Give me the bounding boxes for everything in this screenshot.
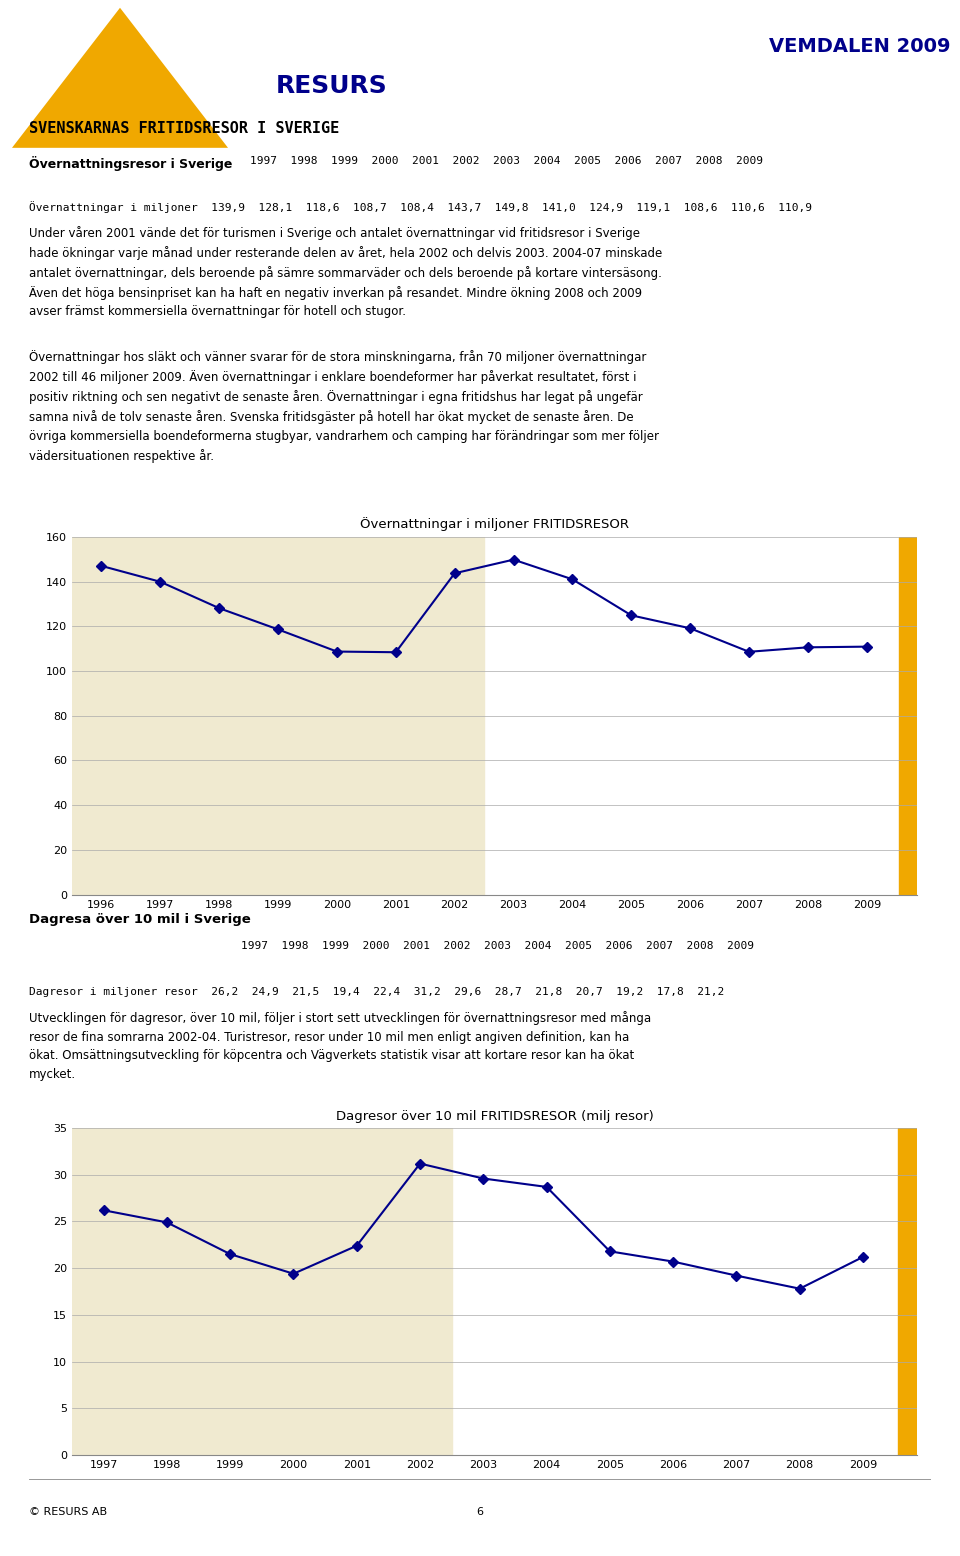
Text: 6: 6 [476,1506,484,1517]
Text: SVENSKARNAS FRITIDSRESOR I SVERIGE: SVENSKARNAS FRITIDSRESOR I SVERIGE [29,121,339,135]
Text: Dagresor i miljoner resor  26,2  24,9  21,5  19,4  22,4  31,2  29,6  28,7  21,8 : Dagresor i miljoner resor 26,2 24,9 21,5… [29,987,724,997]
Bar [72,537,484,895]
Bar [898,1128,917,1455]
Title: Övernattningar i miljoner FRITIDSRESOR: Övernattningar i miljoner FRITIDSRESOR [360,518,629,532]
Text: VEMDALEN 2009: VEMDALEN 2009 [769,37,950,56]
Title: Dagresor över 10 mil FRITIDSRESOR (milj resor): Dagresor över 10 mil FRITIDSRESOR (milj … [336,1109,653,1123]
Text: Utvecklingen för dagresor, över 10 mil, följer i stort sett utvecklingen för öve: Utvecklingen för dagresor, över 10 mil, … [29,1011,651,1081]
Text: © RESURS AB: © RESURS AB [29,1506,107,1517]
Polygon shape [12,8,228,148]
Bar [72,1128,452,1455]
Text: Övernattningsresor i Sverige: Övernattningsresor i Sverige [29,156,232,171]
Text: Övernattningar i miljoner  139,9  128,1  118,6  108,7  108,4  143,7  149,8  141,: Övernattningar i miljoner 139,9 128,1 11… [29,201,812,213]
Text: RESURS: RESURS [276,73,388,98]
Text: Dagresa över 10 mil i Sverige: Dagresa över 10 mil i Sverige [29,913,251,926]
Text: 1997  1998  1999  2000  2001  2002  2003  2004  2005  2006  2007  2008  2009: 1997 1998 1999 2000 2001 2002 2003 2004 … [250,156,763,165]
Text: Under våren 2001 vände det för turismen i Sverige och antalet övernattningar vid: Under våren 2001 vände det för turismen … [29,226,662,317]
Text: Övernattningar hos släkt och vänner svarar för de stora minskningarna, från 70 m: Övernattningar hos släkt och vänner svar… [29,350,659,462]
Bar [900,537,917,895]
Text: 1997  1998  1999  2000  2001  2002  2003  2004  2005  2006  2007  2008  2009: 1997 1998 1999 2000 2001 2002 2003 2004 … [241,941,754,951]
